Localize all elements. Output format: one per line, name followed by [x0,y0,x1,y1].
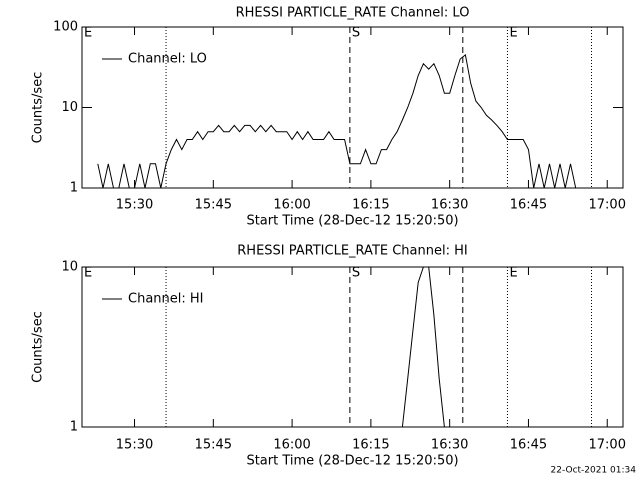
y-tick-label: 10 [61,260,78,275]
x-axis-label: Start Time (28-Dec-12 15:20:50) [246,454,458,469]
y-axis-label: Counts/sec [31,72,46,144]
legend-label: Channel: HI [128,292,204,307]
x-tick-label: 16:00 [273,438,310,453]
x-tick-label: 15:30 [116,438,153,453]
x-tick-label: 16:30 [431,198,468,213]
x-tick-label: 17:00 [589,198,626,213]
chart-title: RHESSI PARTICLE_RATE Channel: HI [237,244,467,259]
y-tick-label: 10 [61,100,78,115]
y-tick-label: 1 [70,420,78,435]
chart-title: RHESSI PARTICLE_RATE Channel: LO [236,6,470,21]
annotation: E [84,26,92,41]
y-tick-label: 100 [53,20,78,35]
footer: 22-Oct-2021 01:34 [551,466,637,476]
annotation: S [352,266,360,281]
x-tick-label: 16:00 [273,198,310,213]
legend-label: Channel: LO [128,52,207,67]
annotation: E [509,266,517,281]
x-tick-label: 17:00 [589,438,626,453]
annotation: S [352,26,360,41]
x-tick-label: 15:45 [195,198,232,213]
x-tick-label: 15:30 [116,198,153,213]
x-axis-label: Start Time (28-Dec-12 15:20:50) [246,214,458,229]
x-tick-label: 16:15 [352,198,389,213]
data-line [401,267,445,427]
x-tick-label: 16:45 [510,198,547,213]
annotation: E [84,266,92,281]
x-tick-label: 15:45 [195,438,232,453]
plot-frame [81,266,624,428]
x-tick-label: 16:45 [510,438,547,453]
x-tick-label: 16:30 [431,438,468,453]
y-tick-label: 1 [70,181,78,196]
annotation: E [509,26,517,41]
data-line [97,53,581,188]
x-tick-label: 16:15 [352,438,389,453]
y-axis-label: Counts/sec [31,311,46,383]
